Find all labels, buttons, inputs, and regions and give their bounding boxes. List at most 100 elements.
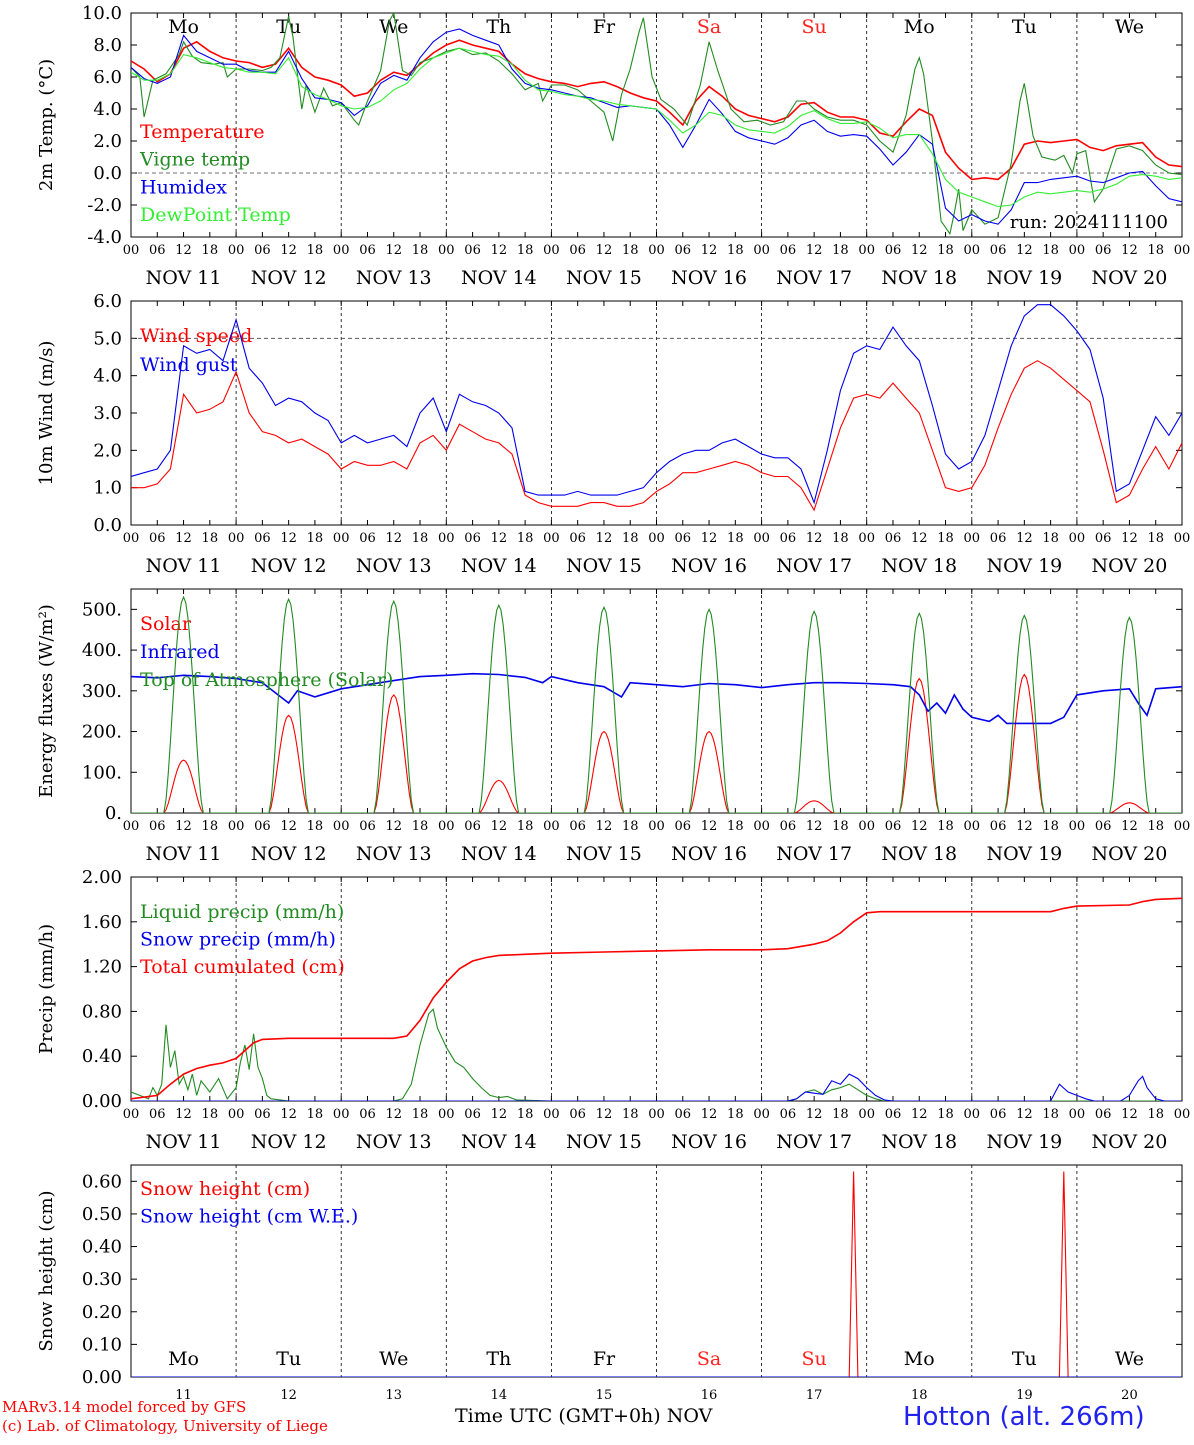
date-label: NOV 19 bbox=[986, 843, 1062, 865]
y-tick-label-4-5: 0.50 bbox=[82, 1204, 122, 1225]
hour-tick-label: 06 bbox=[780, 819, 797, 834]
day-number-label: 14 bbox=[491, 1388, 508, 1403]
series-line-infrared bbox=[131, 672, 1182, 725]
hour-tick-label: 12 bbox=[491, 1107, 508, 1122]
date-label: NOV 16 bbox=[671, 555, 747, 577]
hour-tick-label: 06 bbox=[885, 1107, 902, 1122]
hour-tick-label: 00 bbox=[858, 243, 875, 258]
hour-tick-label: 12 bbox=[911, 531, 928, 546]
credit-line-1: MARv3.14 model forced by GFS bbox=[2, 1398, 247, 1416]
weekday-label: We bbox=[1115, 16, 1144, 38]
date-label: NOV 14 bbox=[461, 267, 537, 289]
hour-tick-label: 06 bbox=[149, 531, 166, 546]
hour-tick-label: 06 bbox=[254, 243, 271, 258]
hour-tick-label: 00 bbox=[964, 1107, 981, 1122]
hour-tick-label: 12 bbox=[806, 243, 823, 258]
hour-tick-label: 12 bbox=[596, 1107, 613, 1122]
hour-tick-label: 06 bbox=[254, 819, 271, 834]
hour-tick-label: 12 bbox=[1121, 1107, 1138, 1122]
legend-entry: Total cumulated (cm) bbox=[140, 956, 345, 978]
hour-tick-label: 00 bbox=[228, 243, 245, 258]
legend-entry: Snow height (cm W.E.) bbox=[140, 1206, 358, 1228]
legend-entry: Snow precip (mm/h) bbox=[140, 929, 336, 951]
hour-tick-label: 00 bbox=[333, 243, 350, 258]
y-tick-label-4-0: 0.00 bbox=[82, 1367, 122, 1388]
date-label: NOV 20 bbox=[1092, 555, 1168, 577]
y-tick-label-2-2: 200. bbox=[82, 722, 122, 743]
y-tick-label-3-5: 2.00 bbox=[82, 867, 122, 888]
legend-entry: Wind speed bbox=[140, 325, 252, 347]
legend-entry: Vigne temp bbox=[139, 149, 250, 171]
hour-tick-label: 00 bbox=[964, 819, 981, 834]
date-label: NOV 13 bbox=[356, 1131, 432, 1153]
hour-tick-label: 18 bbox=[1147, 243, 1164, 258]
y-axis-label-1: 10m Wind (m/s) bbox=[36, 341, 57, 486]
weekday-label: Tu bbox=[1012, 16, 1037, 38]
date-label: NOV 12 bbox=[251, 1131, 327, 1153]
hour-tick-label: 00 bbox=[648, 531, 665, 546]
weekday-label: Th bbox=[486, 16, 511, 38]
hour-tick-label: 18 bbox=[1042, 1107, 1059, 1122]
legend-entry: Top of Atmosphere (Solar) bbox=[140, 669, 393, 691]
hour-tick-label: 00 bbox=[753, 819, 770, 834]
hour-tick-label: 18 bbox=[832, 819, 849, 834]
weekday-label: Mo bbox=[904, 1348, 935, 1370]
series-line-dewpoint-temp bbox=[131, 47, 1182, 208]
hour-tick-label: 00 bbox=[123, 1107, 140, 1122]
hour-tick-label: 00 bbox=[964, 531, 981, 546]
date-label: NOV 19 bbox=[986, 555, 1062, 577]
hour-tick-label: 06 bbox=[1095, 531, 1112, 546]
hour-tick-label: 06 bbox=[990, 531, 1007, 546]
date-label: NOV 11 bbox=[146, 267, 222, 289]
hour-tick-label: 06 bbox=[254, 531, 271, 546]
day-number-label: 16 bbox=[701, 1388, 718, 1403]
date-label: NOV 17 bbox=[776, 267, 852, 289]
hour-tick-label: 06 bbox=[780, 1107, 797, 1122]
date-label: NOV 11 bbox=[146, 1131, 222, 1153]
weekday-label: Tu bbox=[1012, 1348, 1037, 1370]
y-tick-label-0-6: 8.0 bbox=[93, 35, 122, 56]
y-tick-label-4-3: 0.30 bbox=[82, 1269, 122, 1290]
x-axis-title: Time UTC (GMT+0h) NOV bbox=[455, 1405, 712, 1427]
legend-entry: Infrared bbox=[140, 641, 220, 663]
hour-tick-label: 12 bbox=[175, 819, 192, 834]
hour-tick-label: 00 bbox=[543, 819, 560, 834]
hour-tick-label: 06 bbox=[359, 531, 376, 546]
x-axis-unit: NOV bbox=[666, 1405, 713, 1427]
hour-tick-label: 00 bbox=[858, 531, 875, 546]
hour-tick-label: 06 bbox=[1095, 819, 1112, 834]
legend-entry: Snow height (cm) bbox=[140, 1178, 310, 1200]
hour-tick-label: 00 bbox=[438, 1107, 455, 1122]
date-label: NOV 11 bbox=[146, 843, 222, 865]
day-number-label: 19 bbox=[1016, 1388, 1033, 1403]
hour-tick-label: 00 bbox=[543, 1107, 560, 1122]
hour-tick-label: 12 bbox=[1016, 531, 1033, 546]
y-tick-label-3-2: 0.80 bbox=[82, 1001, 122, 1022]
hour-tick-label: 06 bbox=[569, 531, 586, 546]
hour-tick-label: 12 bbox=[280, 819, 297, 834]
day-number-label: 13 bbox=[385, 1388, 402, 1403]
hour-tick-label: 18 bbox=[1147, 531, 1164, 546]
hour-tick-label: 18 bbox=[517, 1107, 534, 1122]
hour-tick-label: 00 bbox=[333, 819, 350, 834]
legend-entry: DewPoint Temp bbox=[140, 204, 291, 226]
date-label: NOV 12 bbox=[251, 843, 327, 865]
y-tick-label-0-0: -4.0 bbox=[87, 227, 122, 248]
hour-tick-label: 12 bbox=[806, 819, 823, 834]
y-tick-label-1-4: 4.0 bbox=[93, 366, 122, 387]
y-tick-label-4-6: 0.60 bbox=[82, 1171, 122, 1192]
hour-tick-label: 12 bbox=[280, 531, 297, 546]
hour-tick-label: 00 bbox=[123, 819, 140, 834]
hour-tick-label: 00 bbox=[753, 243, 770, 258]
day-number-label: 12 bbox=[280, 1388, 297, 1403]
series-line-vigne-temp bbox=[131, 13, 1182, 236]
hour-tick-label: 06 bbox=[675, 531, 692, 546]
hour-tick-label: 12 bbox=[596, 243, 613, 258]
series-line-snow-precip-mm-h- bbox=[131, 1073, 1182, 1101]
hour-tick-label: 00 bbox=[1174, 1107, 1191, 1122]
weekday-label: Fr bbox=[593, 1348, 616, 1370]
hour-tick-label: 12 bbox=[701, 531, 718, 546]
y-tick-label-4-1: 0.10 bbox=[82, 1334, 122, 1355]
